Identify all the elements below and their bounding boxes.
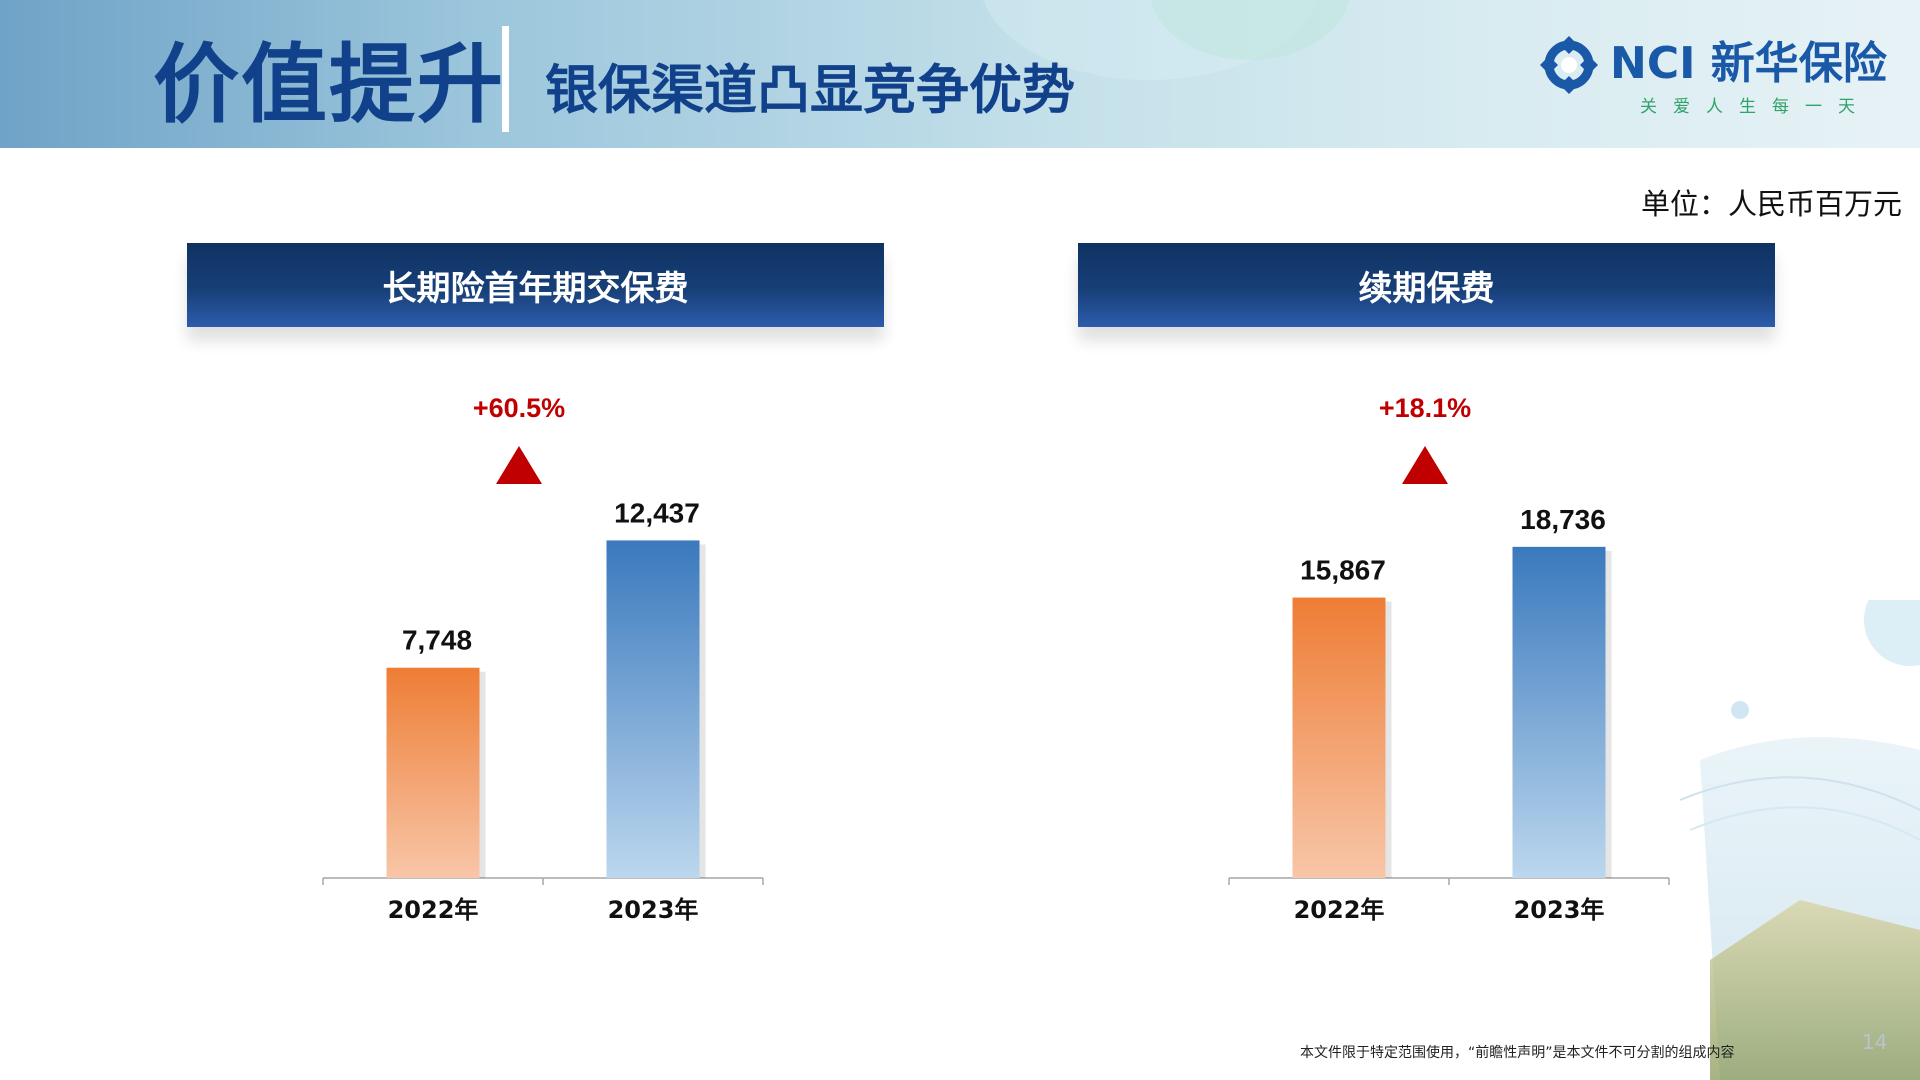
- bar-2023年: [606, 540, 700, 878]
- growth-up-arrow-icon: [1402, 446, 1448, 484]
- nci-logo-icon: [1540, 36, 1598, 94]
- data-label: 12,437: [614, 497, 700, 528]
- category-label: 2023年: [1514, 896, 1605, 924]
- title-divider: [502, 26, 509, 132]
- company-logo: NCI 新华保险 关爱人生每一天: [1538, 34, 1898, 124]
- category-label: 2022年: [1294, 896, 1385, 924]
- bar-2022年: [386, 667, 480, 878]
- growth-label: +18.1%: [1379, 393, 1471, 423]
- logo-name: NCI 新华保险: [1610, 38, 1887, 89]
- data-label: 7,748: [402, 625, 472, 656]
- bar-2022年: [1292, 597, 1386, 878]
- page-title: 价值提升: [153, 35, 505, 135]
- data-label: 18,736: [1520, 504, 1606, 535]
- chart-1-title-banner: 长期险首年期交保费: [187, 243, 884, 327]
- category-label: 2023年: [608, 896, 699, 924]
- disclaimer-text: 本文件限于特定范围使用，“前瞻性声明”是本文件不可分割的组成内容: [1300, 1045, 1735, 1061]
- data-label: 15,867: [1300, 555, 1386, 586]
- decorative-landscape-graphic: [1680, 600, 1920, 1080]
- page-number: 14: [1862, 1030, 1888, 1054]
- page-subtitle: 银保渠道凸显竞争优势: [545, 60, 1075, 121]
- header-band: 价值提升 银保渠道凸显竞争优势 NCI 新华保险 关爱人生每一天: [0, 0, 1920, 148]
- growth-up-arrow-icon: [496, 446, 542, 484]
- logo-slogan: 关爱人生每一天: [1640, 97, 1871, 117]
- chart-2-title-banner: 续期保费: [1078, 243, 1775, 327]
- chart-long-term-first-year-premium: 7,748 2022年 12,437 2023年 +60.5%: [322, 393, 764, 924]
- chart-renewal-premium: 15,867 2022年 18,736 2023年 +18.1%: [1228, 393, 1670, 924]
- bar-2023年: [1512, 546, 1606, 878]
- unit-label: 单位：人民币百万元: [1640, 187, 1902, 221]
- category-label: 2022年: [388, 896, 479, 924]
- growth-label: +60.5%: [473, 393, 565, 423]
